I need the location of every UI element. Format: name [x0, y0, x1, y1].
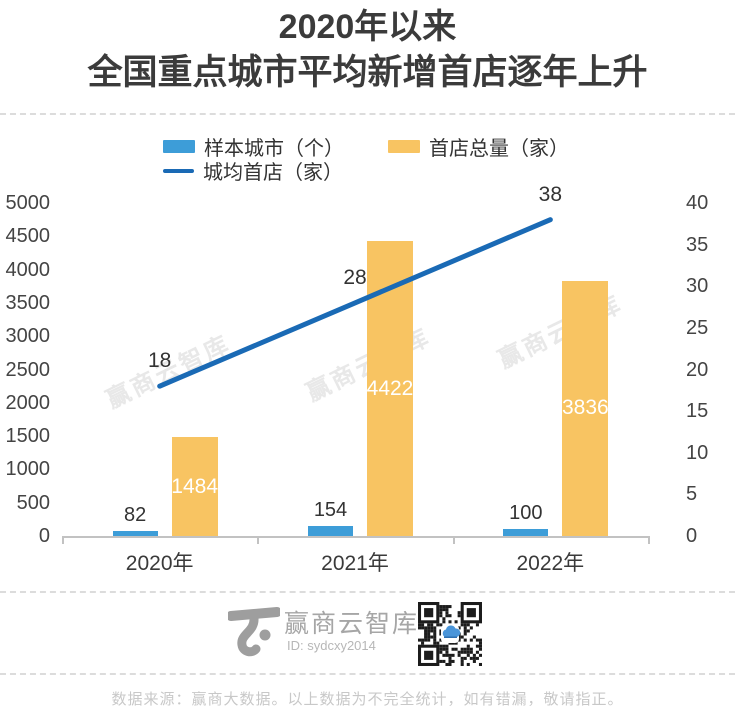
left-axis-tick-label: 1000: [5, 458, 51, 481]
left-axis-tick-label: 1500: [5, 425, 51, 448]
chart-title-line2: 全国重点城市平均新增首店逐年上升: [87, 53, 648, 92]
sample-cities-bar: [308, 525, 353, 536]
left-axis-tick-label: 2500: [5, 358, 51, 381]
trend-line-value: 28: [343, 265, 367, 289]
sample-cities-bar-value: 154: [313, 498, 348, 521]
divider-bottom: [0, 673, 735, 675]
legend-swatch-trend-line: [163, 168, 194, 173]
left-axis-tick-label: 4000: [5, 258, 51, 281]
x-axis-baseline: [62, 536, 648, 538]
trend-line-value: 18: [147, 349, 172, 373]
firststore-total-bar-value: 4422: [366, 376, 414, 400]
footer-brand-name: 赢商云智库: [284, 610, 420, 638]
legend-label-avg-per-city: 城均首店（家）: [203, 162, 343, 184]
left-axis-tick-label: 3500: [5, 291, 51, 314]
brand-cloud-logo-icon: [228, 607, 280, 657]
firststore-total-bar: [562, 280, 609, 536]
sample-cities-bar-value: 100: [509, 502, 543, 525]
x-axis-tick: [452, 536, 455, 544]
legend-label-total-firststores: 首店总量（家）: [429, 138, 569, 160]
right-axis-tick-label: 35: [686, 233, 709, 256]
firststore-total-bar: [171, 437, 218, 536]
x-axis-tick: [257, 536, 260, 544]
divider-top: [0, 113, 735, 115]
divider-footer-top: [0, 591, 735, 593]
left-axis-tick-label: 5000: [5, 192, 51, 214]
right-axis-tick-label: 0: [686, 525, 698, 547]
x-axis-category-label: 2020年: [125, 552, 194, 575]
legend-swatch-orange-bar: [388, 140, 420, 153]
right-axis-tick-label: 25: [686, 316, 709, 339]
firststore-total-bar-value: 1484: [171, 474, 219, 498]
sample-cities-bar-value: 82: [124, 503, 147, 526]
firststore-total-bar-value: 3836: [561, 396, 609, 420]
x-axis-tick: [648, 536, 650, 544]
x-axis-category-label: 2022年: [516, 552, 585, 575]
wechat-qr-code: [418, 602, 482, 666]
footer-wechat-id: ID: sydcxy2014: [287, 638, 376, 653]
left-axis-tick-label: 500: [16, 491, 50, 514]
legend-item-total-firststores: 首店总量（家）: [388, 132, 569, 161]
right-axis-tick-label: 40: [686, 192, 709, 214]
right-axis-tick-label: 30: [686, 275, 709, 298]
left-axis-tick-label: 3000: [5, 325, 51, 348]
right-axis-tick-label: 20: [686, 358, 709, 381]
left-axis-tick-label: 4500: [5, 225, 51, 248]
chart-title-line1: 2020年以来: [278, 8, 457, 46]
sample-cities-bar: [503, 529, 549, 536]
right-axis-tick-label: 15: [686, 400, 709, 423]
sample-cities-bar: [112, 530, 158, 536]
chart-title: 2020年以来 全国重点城市平均新增首店逐年上升: [0, 4, 735, 96]
legend-label-sample-cities: 样本城市（个）: [204, 138, 344, 160]
data-source-note: 数据来源：赢商大数据。以上数据为不完全统计，如有错漏，敬请指正。: [111, 691, 624, 708]
legend-item-avg-per-city: 城均首店（家）: [163, 156, 343, 185]
right-axis-tick-label: 10: [686, 441, 709, 464]
right-axis-tick-label: 5: [686, 483, 698, 506]
left-axis-tick-label: 0: [38, 525, 50, 547]
x-axis-tick: [62, 536, 64, 544]
x-axis-category-label: 2021年: [321, 552, 389, 575]
legend-swatch-blue-bar: [163, 140, 195, 153]
left-axis-tick-label: 2000: [5, 391, 51, 414]
trend-line-value: 38: [538, 182, 562, 206]
legend-item-sample-cities: 样本城市（个）: [163, 132, 344, 161]
